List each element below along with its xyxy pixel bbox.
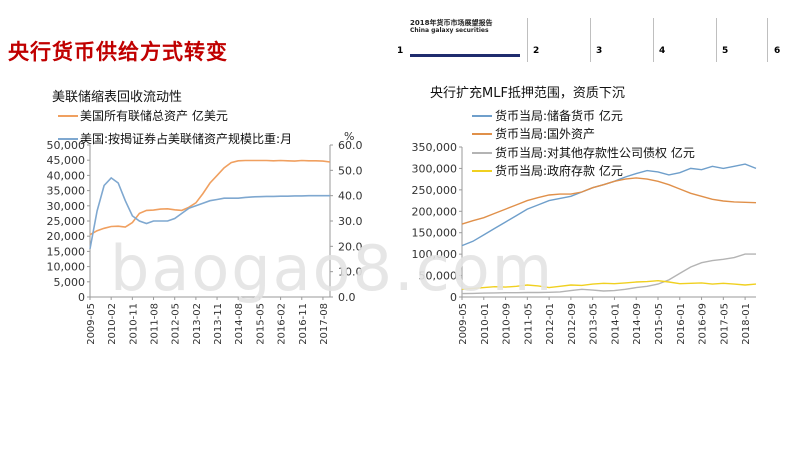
x-tick-label: 2016-02 xyxy=(277,303,288,345)
y-tick-label: 5,000 xyxy=(54,276,86,289)
x-tick-label: 2010-01 xyxy=(480,303,491,345)
legend-label: 美国:按揭证券占美联储资产规模比重:月 xyxy=(80,131,292,146)
x-tick-label: 2018-01 xyxy=(741,303,752,345)
y-tick-label: 200,000 xyxy=(412,205,458,218)
pboc-assets-chart: 0 50,000 100,000 150,000 200,000 250,000 300,0… xyxy=(412,108,757,345)
nav-section-1[interactable]: 1 xyxy=(397,46,404,56)
header-company-name: China galaxy securities xyxy=(410,27,489,34)
y2-axis-unit: % xyxy=(344,130,354,143)
y-tick-label: 50,000 xyxy=(47,139,86,152)
x-tick-label: 2012-01 xyxy=(545,303,556,345)
y-tick-label: 100,000 xyxy=(412,248,458,261)
y-tick-label: 0 xyxy=(450,291,457,304)
watermark: baogao8.com xyxy=(110,232,555,305)
x-tick-label: 2015-05 xyxy=(654,303,665,345)
x-tick-label: 2016-01 xyxy=(676,303,687,345)
x-tick-label: 2016-11 xyxy=(298,303,309,345)
x-tick-label: 2015-05 xyxy=(255,303,266,345)
header-divider xyxy=(716,18,717,62)
header-progress-bar xyxy=(410,54,520,57)
x-tick-label: 2009-05 xyxy=(86,303,97,345)
x-tick-label: 2013-11 xyxy=(213,303,224,345)
x-tick-label: 2016-09 xyxy=(698,303,709,345)
mbs-share-line xyxy=(89,176,330,250)
y2-tick-label: 40.0 xyxy=(338,190,363,203)
header-divider xyxy=(767,18,768,62)
right-chart-title: 央行扩充MLF抵押范围，资质下沉 xyxy=(430,86,625,101)
foreign-assets-line xyxy=(461,177,757,225)
y2-tick-label: 60.0 xyxy=(338,139,363,152)
nav-section-5[interactable]: 5 xyxy=(722,46,729,56)
y-tick-label: 50,000 xyxy=(419,270,458,283)
slide-title: 央行货币供给方式转变 xyxy=(8,40,228,64)
y-tick-label: 150,000 xyxy=(412,227,458,240)
header-divider xyxy=(590,18,591,62)
nav-section-3[interactable]: 3 xyxy=(596,46,603,56)
y-tick-label: 10,000 xyxy=(47,261,86,274)
x-tick-label: 2014-08 xyxy=(234,303,245,345)
legend-label: 货币当局:国外资产 xyxy=(495,126,595,141)
x-tick-label: 2014-09 xyxy=(632,303,643,345)
y-tick-label: 0 xyxy=(78,291,85,304)
y-tick-label: 350,000 xyxy=(412,141,458,154)
y-tick-label: 45,000 xyxy=(47,154,86,167)
y2-tick-label: 10.0 xyxy=(338,266,363,279)
legend-label: 货币当局:政府存款 亿元 xyxy=(495,163,623,178)
fed-assets-chart: 0 5,000 10,000 15,000 20,000 25,000 30,000 35,0… xyxy=(47,108,363,345)
y-tick-label: 250,000 xyxy=(412,184,458,197)
x-tick-label: 2017-08 xyxy=(319,303,330,345)
x-tick-label: 2009-05 xyxy=(458,303,469,345)
nav-section-2[interactable]: 2 xyxy=(533,46,540,56)
x-tick-label: 2013-02 xyxy=(192,303,203,345)
legend-label: 美国所有联储总资产 亿美元 xyxy=(80,108,228,123)
left-chart-title: 美联储缩表回收流动性 xyxy=(52,90,183,105)
y2-tick-label: 30.0 xyxy=(338,215,363,228)
header-report-name: 2018年货币市场展望报告 xyxy=(410,19,493,27)
header-divider xyxy=(653,18,654,62)
y-tick-label: 30,000 xyxy=(47,200,86,213)
x-tick-label: 2012-09 xyxy=(567,303,578,345)
fed-total-assets-line xyxy=(89,159,331,236)
x-tick-label: 2012-05 xyxy=(171,303,182,345)
x-tick-label: 2011-05 xyxy=(523,303,534,345)
y2-tick-label: 20.0 xyxy=(338,240,363,253)
x-tick-label: 2017-05 xyxy=(719,303,730,345)
nav-section-6[interactable]: 6 xyxy=(774,46,781,56)
x-tick-label: 2010-09 xyxy=(502,303,513,345)
x-tick-label: 2011-08 xyxy=(150,303,161,345)
header-divider xyxy=(527,18,528,62)
y-tick-label: 35,000 xyxy=(47,185,86,198)
x-tick-label: 2010-11 xyxy=(128,303,139,345)
x-tick-label: 2010-02 xyxy=(107,303,118,345)
y-tick-label: 20,000 xyxy=(47,230,86,243)
x-tick-label: 2013-05 xyxy=(589,303,600,345)
y-tick-label: 15,000 xyxy=(47,245,86,258)
legend-label: 货币当局:储备货币 亿元 xyxy=(495,108,623,123)
y2-tick-label: 50.0 xyxy=(338,164,363,177)
y-tick-label: 40,000 xyxy=(47,169,86,182)
government-deposits-line xyxy=(461,279,757,290)
y-tick-label: 25,000 xyxy=(47,215,86,228)
report-header: 2018年货币市场展望报告 China galaxy securities 1 … xyxy=(397,18,800,68)
legend-label: 货币当局:对其他存款性公司债权 亿元 xyxy=(495,145,695,160)
y-tick-label: 300,000 xyxy=(412,162,458,175)
x-tick-label: 2014-01 xyxy=(610,303,621,345)
y2-tick-label: 0.0 xyxy=(338,291,356,304)
nav-section-4[interactable]: 4 xyxy=(659,46,666,56)
claims-on-banks-line xyxy=(461,253,756,295)
